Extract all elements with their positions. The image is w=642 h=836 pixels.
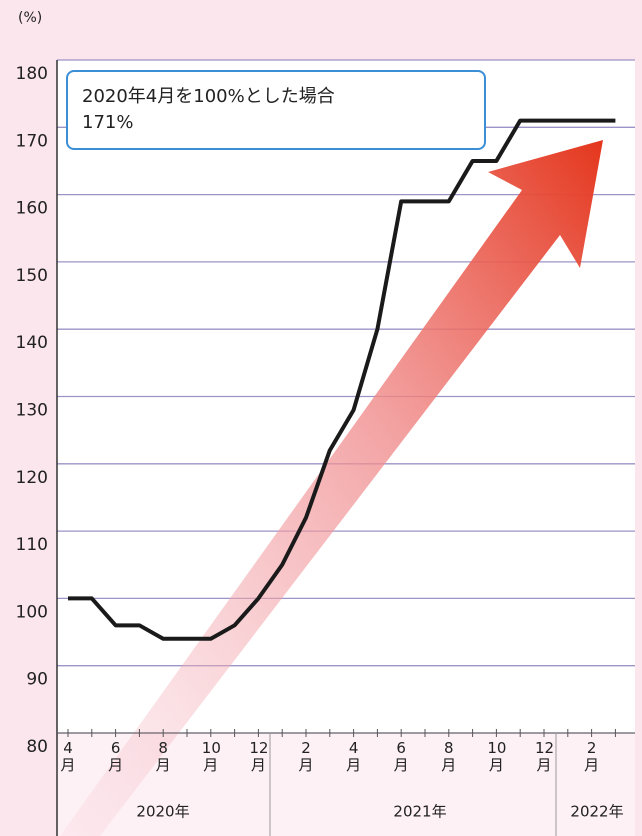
year-label: 2021年	[393, 803, 446, 821]
x-tick-label: 4月	[345, 740, 363, 774]
y-tick-label: 150	[16, 266, 48, 286]
x-tick-label: 10月	[202, 740, 220, 774]
x-tick-label: 10月	[487, 740, 505, 774]
y-tick-label: 90	[26, 670, 48, 690]
y-tick-label: 160	[16, 199, 48, 219]
x-tick-label: 4月	[59, 740, 77, 774]
y-tick-label: 180	[16, 64, 48, 84]
y-tick-label: 80	[26, 737, 48, 757]
x-tick-label: 6月	[392, 740, 410, 774]
y-tick-label: 130	[16, 401, 48, 421]
year-label: 2022年	[570, 803, 623, 821]
annotation: 2020年4月を100%とした場合	[82, 84, 470, 110]
annotation-box: 2020年4月を100%とした場合 171%	[66, 70, 486, 150]
annotation: 171%	[82, 110, 470, 136]
x-tick-label: 2月	[583, 740, 601, 774]
x-tick-label: 8月	[440, 740, 458, 774]
x-tick-label: 6月	[107, 740, 125, 774]
x-tick-label: 12月	[249, 740, 267, 774]
page: (%) 80 90 100 110 120 130 140 150 160 170 180 2020年…	[0, 0, 642, 836]
y-tick-label: 170	[16, 131, 48, 151]
y-tick-label: 110	[16, 535, 48, 555]
y-tick-label: 120	[16, 468, 48, 488]
x-tick-label: 8月	[154, 740, 172, 774]
y-tick-label: 140	[16, 333, 48, 353]
y-tick-label: 100	[16, 602, 48, 622]
x-tick-label: 12月	[535, 740, 553, 774]
y-unit: (%)	[18, 10, 42, 26]
year-label: 2020年	[136, 803, 189, 821]
x-tick-label: 2月	[297, 740, 315, 774]
